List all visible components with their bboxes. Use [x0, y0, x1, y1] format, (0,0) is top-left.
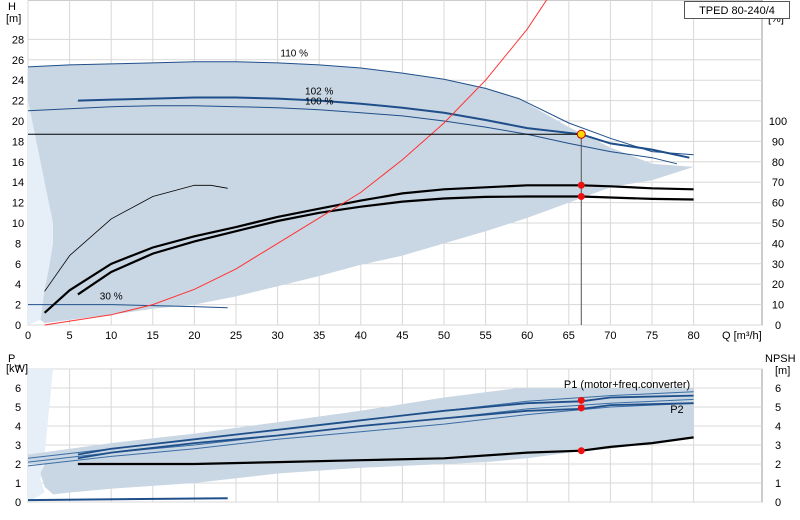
curve-label: 102 %: [305, 86, 333, 97]
operating-point-marker: [576, 129, 586, 139]
p-tick-label: 3: [15, 440, 21, 452]
p-tick-label: 5: [15, 402, 21, 414]
npsh-tick-label: 2: [775, 459, 781, 471]
q-tick-label: 70: [604, 330, 616, 342]
eta-tick-label: 70: [772, 177, 784, 189]
npsh-tick-label: 1: [775, 478, 781, 490]
q-tick-label: 10: [105, 330, 117, 342]
q-tick-label: 65: [563, 330, 575, 342]
power-curve-2: [77, 402, 694, 460]
eta-tick-label: 30: [772, 259, 784, 271]
q-tick-label: 35: [313, 330, 325, 342]
power-plot: [27, 368, 763, 503]
eta-tick-label: 80: [772, 157, 784, 169]
h-tick-label: 4: [15, 279, 21, 291]
h-axis-unit: [m]: [6, 13, 21, 25]
eta-tick-label: 40: [772, 238, 784, 250]
h-tick-label: 20: [12, 116, 24, 128]
p-tick-label: 4: [15, 421, 21, 433]
power-curve-label: P2: [670, 404, 683, 416]
h-tick-label: 14: [12, 177, 24, 189]
eta-tick-label: 90: [772, 136, 784, 148]
low-speed-power-line: [27, 497, 228, 502]
h-tick-label: 6: [15, 259, 21, 271]
qh-plot: [27, 0, 763, 326]
q-tick-label: 15: [147, 330, 159, 342]
h-tick-label: 22: [12, 96, 24, 108]
power-curve-1: [77, 394, 694, 456]
power-marker-1: [577, 396, 585, 404]
eta-tick-label: 60: [772, 198, 784, 210]
efficiency-curve-1: [43, 184, 694, 314]
q-tick-label: 5: [67, 330, 73, 342]
q-tick-label: 30: [271, 330, 283, 342]
p-tick-label: 1: [15, 478, 21, 490]
power-low-speed-region: [28, 369, 53, 502]
npsh-tick-label: 6: [775, 383, 781, 395]
q-tick-label: 60: [521, 330, 533, 342]
head-curve-102: [77, 96, 690, 159]
h-tick-label: 24: [12, 75, 24, 87]
curve-label: 30 %: [100, 292, 123, 303]
q-tick-label: 50: [438, 330, 450, 342]
h-tick-label: 0: [15, 320, 21, 332]
q-tick-label: 75: [646, 330, 658, 342]
q-tick-label: 25: [230, 330, 242, 342]
power-marker-2: [577, 404, 585, 412]
p-tick-label: 6: [15, 383, 21, 395]
eta-tick-label: 100: [769, 116, 787, 128]
efficiency-marker-1: [577, 181, 585, 189]
eta-tick-label: 0: [775, 320, 781, 332]
eta-tick-label: 10: [772, 300, 784, 312]
h-tick-label: 2: [15, 300, 21, 312]
q-tick-label: 55: [479, 330, 491, 342]
qh-low-speed-region: [28, 100, 53, 325]
q-tick-label: 45: [396, 330, 408, 342]
eta-tick-label: 20: [772, 279, 784, 291]
h-tick-label: 28: [12, 34, 24, 46]
npsh-curve: [77, 436, 694, 466]
q-tick-label: 40: [355, 330, 367, 342]
h-tick-label: 12: [12, 198, 24, 210]
efficiency-curve-3: [44, 184, 228, 292]
q-axis-label: Q [m³/h]: [722, 330, 762, 342]
p-axis-label: P: [8, 353, 15, 365]
h-axis-label: H: [8, 1, 16, 13]
head-curve-110: [27, 61, 694, 156]
curve-label: 110 %: [280, 49, 308, 60]
p-tick-label: 7: [15, 364, 21, 376]
h-tick-label: 26: [12, 55, 24, 67]
efficiency-marker-2: [577, 192, 585, 200]
h-tick-label: 10: [12, 218, 24, 230]
p-tick-label: 2: [15, 459, 21, 471]
npsh-tick-label: 5: [775, 402, 781, 414]
q-tick-label: 20: [188, 330, 200, 342]
q-tick-label: 80: [687, 330, 699, 342]
head-curve-100: [27, 105, 678, 165]
h-tick-label: 16: [12, 157, 24, 169]
npsh-tick-label: 0: [775, 497, 781, 509]
curve-label: 100 %: [305, 97, 333, 108]
power-marker-3: [577, 447, 585, 455]
eta-tick-label: 50: [772, 218, 784, 230]
system-curve: [44, 0, 548, 326]
h-tick-label: 18: [12, 136, 24, 148]
product-name-box: TPED 80-240/4: [684, 1, 790, 19]
npsh-tick-label: 4: [775, 421, 781, 433]
efficiency-curve-2: [77, 195, 694, 296]
h-tick-label: 8: [15, 238, 21, 250]
power-curve-label: P1 (motor+freq.converter): [564, 379, 690, 391]
q-tick-label: 0: [25, 330, 31, 342]
p-axis-unit: [kW]: [6, 363, 28, 375]
npsh-axis-label: NPSH: [765, 353, 796, 365]
p-tick-label: 0: [15, 497, 21, 509]
head-curve-30: [28, 304, 228, 309]
npsh-axis-unit: [m]: [775, 365, 790, 377]
npsh-tick-label: 3: [775, 440, 781, 452]
